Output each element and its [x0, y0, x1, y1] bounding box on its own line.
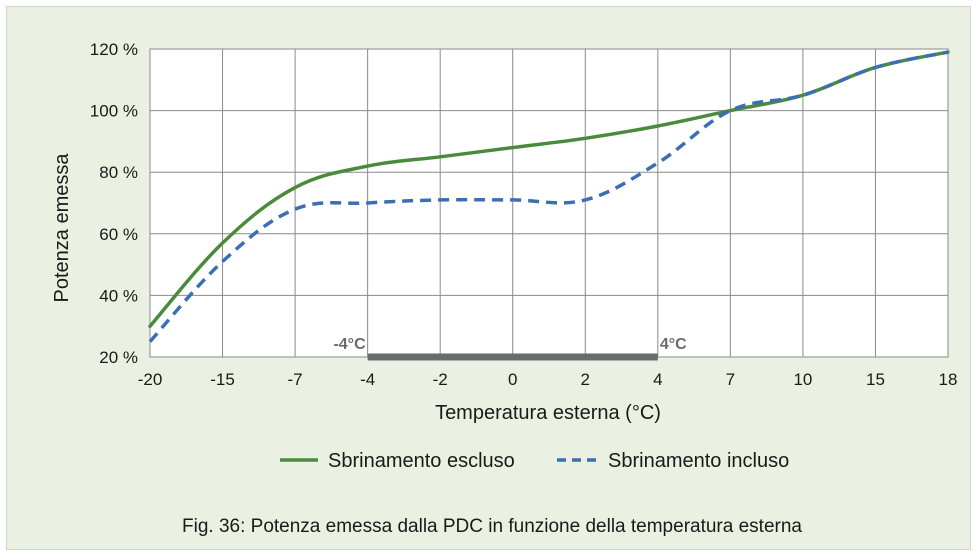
y-axis-title: Potenza emessa — [51, 153, 73, 303]
x-tick-label: -4 — [360, 370, 375, 389]
range-label-end: 4°C — [660, 336, 687, 353]
x-tick-label: -20 — [138, 370, 163, 389]
y-tick-labels: 20 % 40 % 60 % 80 % 100 % 120 % — [90, 40, 138, 367]
x-tick-labels: -20 -15 -7 -4 -2 0 2 4 7 10 15 18 — [138, 370, 958, 389]
legend-label-escluso: Sbrinamento escluso — [328, 450, 515, 472]
y-tick-label: 20 % — [99, 348, 138, 367]
y-tick-label: 40 % — [99, 286, 138, 305]
x-tick-label: 7 — [726, 370, 735, 389]
x-axis-title: Temperatura esterna (°C) — [435, 402, 661, 424]
x-tick-label: 10 — [793, 370, 812, 389]
y-tick-label: 60 % — [99, 225, 138, 244]
figure-caption: Fig. 36: Potenza emessa dalla PDC in fun… — [182, 516, 802, 537]
x-tick-label: 15 — [866, 370, 885, 389]
x-tick-label: -2 — [433, 370, 448, 389]
y-tick-label: 80 % — [99, 163, 138, 182]
x-tick-label: -15 — [210, 370, 235, 389]
x-tick-label: -7 — [288, 370, 303, 389]
y-tick-label: 100 % — [90, 102, 138, 121]
x-tick-label: 18 — [939, 370, 958, 389]
x-tick-label: 2 — [581, 370, 590, 389]
range-label-start: -4°C — [333, 336, 366, 353]
temperature-range-annotation: -4°C 4°C — [333, 336, 687, 361]
series-lines — [148, 50, 950, 343]
legend: Sbrinamento escluso Sbrinamento incluso — [280, 450, 789, 472]
series-line-sbrinamento-incluso — [148, 50, 949, 343]
legend-label-incluso: Sbrinamento incluso — [608, 450, 789, 472]
x-tick-label: 0 — [508, 370, 517, 389]
y-tick-label: 120 % — [90, 40, 138, 59]
x-tick-label: 4 — [653, 370, 662, 389]
